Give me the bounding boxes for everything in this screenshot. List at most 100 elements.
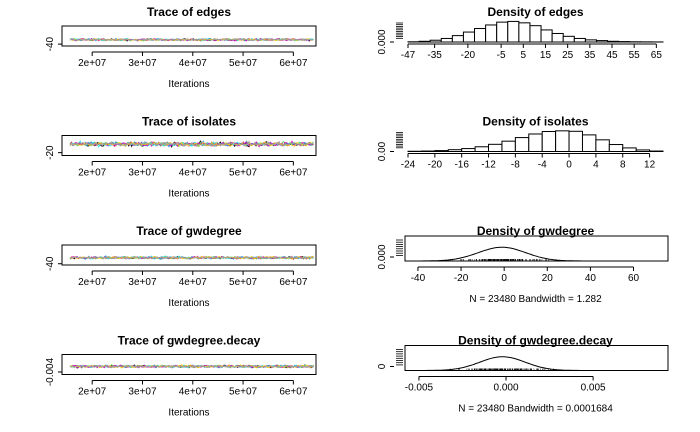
x-tick-label: 45 bbox=[606, 50, 618, 61]
x-tick-label: 3e+07 bbox=[128, 277, 157, 288]
histogram-bar bbox=[529, 25, 542, 43]
x-tick-label: 6e+07 bbox=[279, 277, 308, 288]
x-axis-label: Iterations bbox=[168, 298, 209, 309]
x-tick-label: 2e+07 bbox=[78, 277, 107, 288]
trace-series-8 bbox=[69, 140, 314, 147]
plot-box bbox=[61, 354, 317, 375]
x-tick-label: 5e+07 bbox=[229, 277, 258, 288]
histogram-bar bbox=[474, 146, 490, 153]
histogram-bar bbox=[474, 28, 487, 43]
x-tick-label: 0.000 bbox=[494, 383, 519, 394]
histogram-bar bbox=[608, 144, 624, 153]
x-tick-label: 0 bbox=[566, 160, 572, 171]
x-tick-label: 6e+07 bbox=[279, 58, 308, 69]
histogram-bar bbox=[496, 21, 509, 43]
x-tick-label: -47 bbox=[401, 50, 416, 61]
histogram-bar bbox=[485, 24, 498, 43]
histogram-bar bbox=[451, 35, 464, 43]
histogram-bar bbox=[507, 20, 520, 43]
histogram-bar bbox=[440, 37, 453, 43]
x-tick-label: -40 bbox=[411, 273, 426, 284]
x-tick-label: -4 bbox=[538, 160, 547, 171]
y-tick-label: -0.004 bbox=[45, 357, 56, 386]
histogram-bar bbox=[514, 137, 530, 153]
histogram-bar bbox=[573, 37, 586, 43]
x-tick-label: 5 bbox=[521, 50, 527, 61]
x-axis-label: Iterations bbox=[168, 79, 209, 90]
plot-title: Density of edges bbox=[487, 5, 583, 19]
histogram-bar bbox=[541, 131, 557, 152]
x-tick-label: 40 bbox=[585, 273, 597, 284]
density-curve bbox=[405, 246, 668, 262]
histogram-bar bbox=[562, 35, 575, 43]
x-tick-label: -0.005 bbox=[405, 383, 434, 394]
histogram-bar bbox=[462, 31, 476, 43]
x-tick-label: 4e+07 bbox=[179, 168, 208, 179]
x-tick-label: 6e+07 bbox=[279, 387, 308, 398]
x-tick-label: -35 bbox=[427, 50, 442, 61]
x-tick-label: 5e+07 bbox=[229, 387, 258, 398]
x-tick-label: -8 bbox=[511, 160, 520, 171]
x-tick-label: 2e+07 bbox=[78, 387, 107, 398]
plot-box bbox=[61, 25, 317, 47]
density-curve bbox=[405, 356, 668, 371]
plot-box bbox=[61, 135, 317, 156]
y-tick-label: 0.000 bbox=[377, 29, 388, 54]
histogram-bar bbox=[595, 139, 610, 153]
plot-title: Trace of gwdegree.decay bbox=[118, 334, 261, 348]
x-tick-label: 12 bbox=[644, 160, 656, 171]
x-tick-label: 55 bbox=[629, 50, 641, 61]
x-tick-label: -5 bbox=[497, 50, 506, 61]
y-tick-label: -20 bbox=[45, 145, 56, 160]
y-tick-label: -40 bbox=[45, 36, 56, 51]
x-tick-label: -20 bbox=[461, 50, 476, 61]
y-tick-label: 0.00 bbox=[377, 141, 388, 161]
plot-title: Density of gwdegree bbox=[477, 224, 595, 238]
histogram-bar bbox=[518, 22, 531, 43]
plot-box bbox=[404, 345, 669, 371]
x-tick-label: 15 bbox=[540, 50, 552, 61]
x-tick-label: 2e+07 bbox=[78, 58, 107, 69]
x-tick-label: 3e+07 bbox=[128, 58, 157, 69]
plot-title: Density of gwdegree.decay bbox=[458, 334, 613, 348]
x-tick-label: -24 bbox=[401, 160, 416, 171]
y-tick-label: -40 bbox=[45, 256, 56, 271]
histogram-bar bbox=[555, 130, 570, 152]
plot-box bbox=[61, 244, 317, 266]
x-tick-label: 25 bbox=[562, 50, 574, 61]
x-axis-label: N = 23480 Bandwidth = 0.0001684 bbox=[458, 404, 613, 415]
plot-title: Trace of isolates bbox=[142, 115, 236, 129]
histogram-bar bbox=[488, 143, 503, 153]
x-tick-label: -16 bbox=[454, 160, 469, 171]
x-axis-label: Iterations bbox=[168, 408, 209, 419]
histogram-bar bbox=[568, 130, 583, 152]
x-tick-label: 65 bbox=[651, 50, 663, 61]
x-tick-label: -20 bbox=[454, 273, 469, 284]
histogram-bar bbox=[581, 134, 597, 153]
x-tick-label: 0 bbox=[501, 273, 507, 284]
x-tick-label: 35 bbox=[584, 50, 596, 61]
histogram-bar bbox=[551, 32, 564, 43]
x-tick-label: -20 bbox=[428, 160, 443, 171]
x-tick-label: 3e+07 bbox=[128, 387, 157, 398]
trace-series-8 bbox=[69, 364, 314, 369]
histogram-bar bbox=[528, 133, 543, 152]
x-tick-label: 2e+07 bbox=[78, 168, 107, 179]
trace-series-8 bbox=[69, 37, 314, 42]
trace-series-8 bbox=[69, 255, 314, 260]
histogram-bar bbox=[540, 29, 553, 43]
y-tick-label: 0 bbox=[377, 363, 388, 369]
x-tick-label: 8 bbox=[620, 160, 626, 171]
histogram-bar bbox=[622, 147, 637, 152]
x-tick-label: 4e+07 bbox=[179, 277, 208, 288]
plot-title: Trace of edges bbox=[147, 5, 231, 19]
x-tick-label: 60 bbox=[628, 273, 640, 284]
x-tick-label: 6e+07 bbox=[279, 168, 308, 179]
x-tick-label: 5e+07 bbox=[229, 168, 258, 179]
y-tick-label: 0.000 bbox=[377, 244, 388, 269]
x-axis-label: Iterations bbox=[168, 189, 209, 200]
x-tick-label: 20 bbox=[542, 273, 554, 284]
x-tick-label: -12 bbox=[481, 160, 496, 171]
x-tick-label: 5e+07 bbox=[229, 58, 258, 69]
